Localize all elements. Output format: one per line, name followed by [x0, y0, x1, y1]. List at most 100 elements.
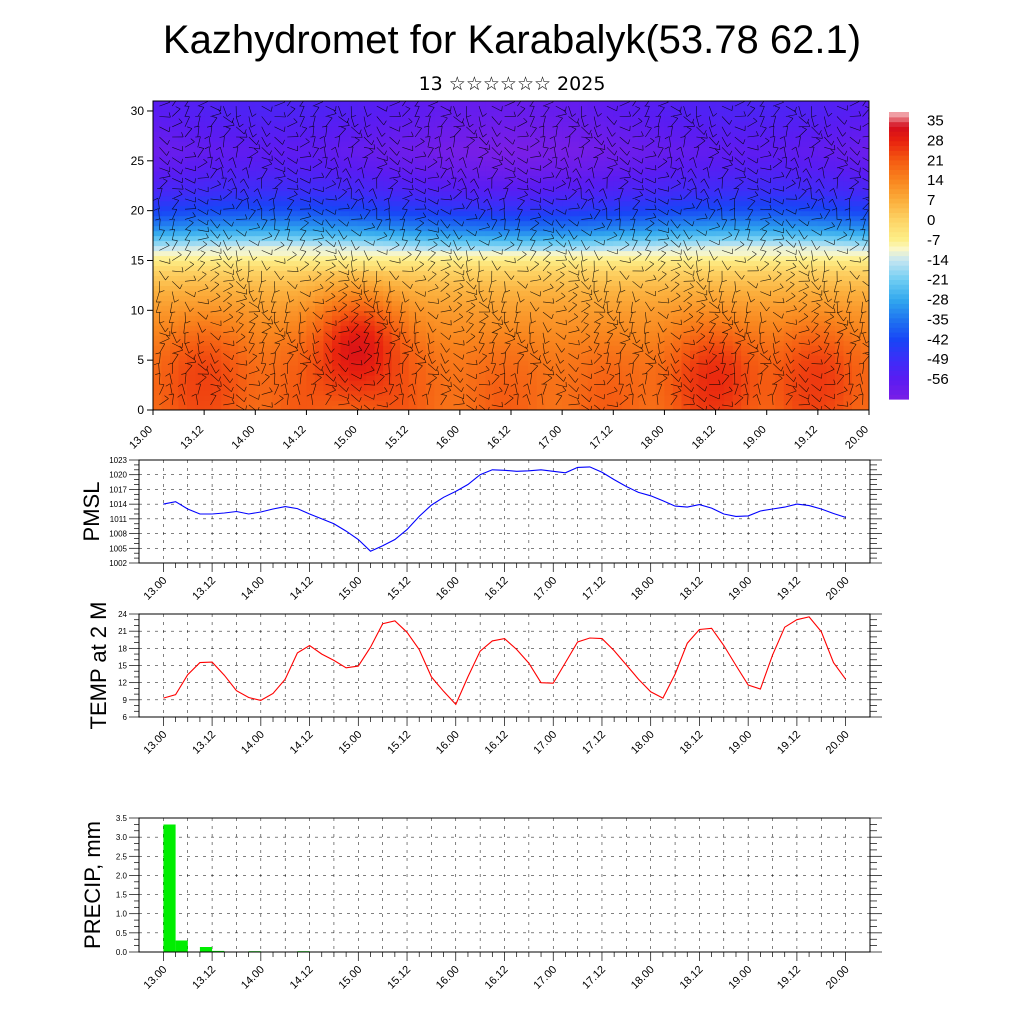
- heatmap-cell: [690, 220, 700, 227]
- heatmap-cell: [613, 101, 623, 107]
- heatmap-cell: [306, 350, 316, 356]
- heatmap-cell: [732, 235, 742, 242]
- heatmap-cell: [528, 295, 538, 301]
- heatmap-cell: [630, 400, 640, 406]
- heatmap-cell: [357, 110, 367, 117]
- heatmap-cell: [502, 345, 512, 351]
- heatmap-cell: [792, 355, 802, 361]
- heatmap-cell: [340, 200, 350, 207]
- heatmap-cell: [332, 190, 342, 197]
- heatmap-cell: [306, 375, 316, 381]
- heatmap-cell: [255, 350, 265, 356]
- heatmap-cell: [690, 195, 700, 202]
- heatmap-cell: [758, 125, 768, 132]
- heatmap-cell: [749, 215, 759, 222]
- heatmap-cell: [340, 145, 350, 152]
- heatmap-cell: [246, 170, 256, 177]
- heatmap-cell: [289, 220, 299, 227]
- heatmap-cell: [783, 395, 793, 401]
- heatmap-cell: [212, 155, 222, 162]
- heatmap-cell: [817, 315, 827, 321]
- heatmap-cell: [468, 370, 478, 376]
- heatmap-cell: [596, 280, 606, 286]
- heatmap-cell: [707, 145, 717, 152]
- heatmap-cell: [306, 345, 316, 351]
- heatmap-cell: [289, 305, 299, 311]
- heatmap-cell: [332, 350, 342, 356]
- heatmap-cell: [323, 245, 333, 252]
- heatmap-cell: [707, 305, 717, 311]
- heatmap-cell: [519, 300, 529, 306]
- heatmap-cell: [178, 195, 188, 202]
- heatmap-cell: [221, 140, 231, 147]
- heatmap-cell: [238, 125, 248, 132]
- heatmap-cell: [459, 125, 469, 132]
- heatmap-cell: [724, 325, 734, 331]
- heatmap-cell: [357, 405, 367, 410]
- heatmap-cell: [698, 200, 708, 207]
- heatmap-cell: [297, 230, 308, 237]
- heatmap-cell: [647, 150, 657, 157]
- heatmap-cell: [263, 230, 273, 237]
- heatmap-cell: [579, 390, 589, 396]
- heatmap-cell: [587, 150, 597, 157]
- heatmap-cell: [655, 405, 666, 410]
- heatmap-cell: [187, 190, 197, 197]
- heatmap-cell: [289, 250, 299, 257]
- heatmap-cell: [195, 235, 205, 242]
- heatmap-cell: [280, 200, 290, 207]
- heatmap-cell: [664, 285, 674, 291]
- heatmap-cell: [664, 320, 674, 326]
- heatmap-cell: [664, 385, 674, 391]
- heatmap-cell: [826, 380, 836, 386]
- heatmap-cell: [732, 150, 742, 157]
- heatmap-cell: [204, 315, 214, 321]
- heatmap-cell: [161, 390, 171, 396]
- heatmap-cell: [349, 320, 359, 326]
- heatmap-cell: [604, 205, 614, 212]
- heatmap-cell: [493, 365, 504, 371]
- heatmap-cell: [400, 340, 410, 346]
- heatmap-cell: [204, 130, 214, 137]
- heatmap-cell: [741, 255, 751, 262]
- heatmap-cell: [749, 380, 759, 386]
- heatmap-cell: [664, 400, 674, 406]
- heatmap-cell: [255, 200, 265, 207]
- heatmap-cell: [604, 360, 614, 366]
- heatmap-cell: [153, 170, 163, 177]
- heatmap-cell: [775, 355, 785, 361]
- heatmap-cell: [212, 405, 222, 410]
- heatmap-cell: [647, 120, 657, 127]
- heatmap-cell: [391, 200, 401, 207]
- heatmap-cell: [238, 130, 248, 137]
- heatmap-cell: [698, 365, 708, 371]
- heatmap-cell: [519, 385, 529, 391]
- heatmap-cell: [604, 165, 614, 172]
- heatmap-cell: [630, 265, 640, 272]
- heatmap-cell: [562, 200, 572, 207]
- heatmap-cell: [519, 405, 529, 410]
- heatmap-cell: [280, 370, 290, 376]
- heatmap-cell: [229, 170, 239, 177]
- heatmap-cell: [826, 175, 836, 182]
- heatmap-cell: [485, 115, 495, 122]
- heatmap-cell: [587, 350, 597, 356]
- heatmap-cell: [289, 110, 299, 117]
- heatmap-cell: [161, 155, 171, 162]
- heatmap-cell: [221, 370, 231, 376]
- heatmap-cell: [511, 195, 521, 202]
- heatmap-cell: [383, 405, 393, 410]
- heatmap-cell: [809, 405, 819, 410]
- heatmap-cell: [204, 340, 214, 346]
- heatmap-cell: [707, 115, 717, 122]
- heatmap-cell: [229, 220, 239, 227]
- heatmap-cell: [391, 400, 401, 406]
- heatmap-cell: [425, 395, 435, 401]
- heatmap-cell: [153, 400, 163, 406]
- heatmap-cell: [170, 380, 180, 386]
- heatmap-cell: [383, 365, 393, 371]
- heatmap-cell: [775, 170, 785, 177]
- heatmap-cell: [545, 200, 555, 207]
- heatmap-cell: [817, 330, 827, 336]
- heatmap-cell: [289, 225, 299, 232]
